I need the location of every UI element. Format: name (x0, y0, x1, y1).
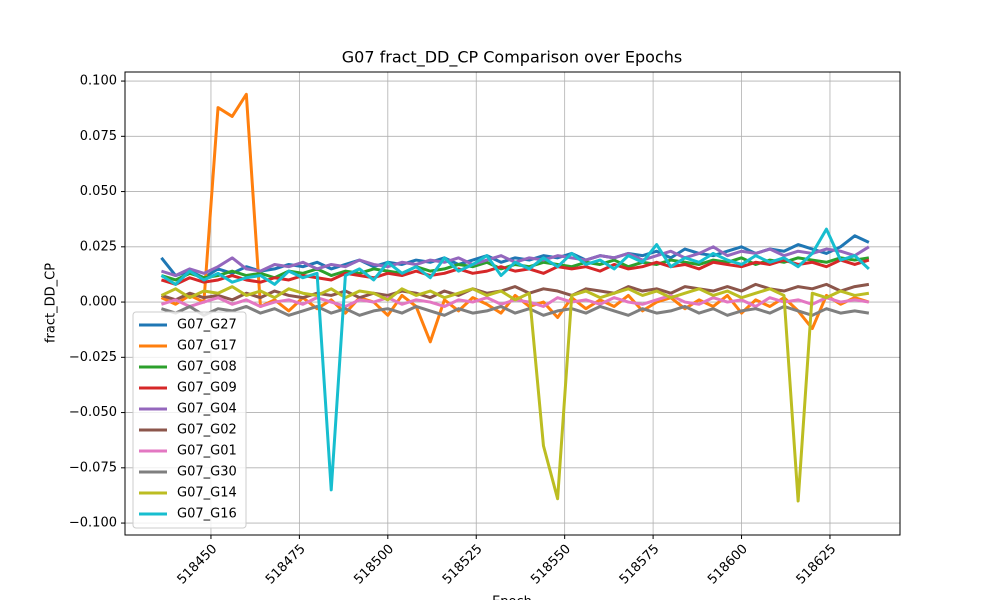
x-axis-label: Epoch (492, 595, 532, 600)
legend-label: G07_G17 (177, 339, 237, 354)
plot-lines (160, 92, 870, 503)
y-tick-label: −0.100 (69, 516, 117, 531)
legend-label: G07_G02 (177, 423, 237, 438)
legend-label: G07_G04 (177, 402, 237, 417)
chart-title: G07 fract_DD_CP Comparison over Epochs (342, 48, 682, 68)
y-tick-label: 0.075 (80, 129, 117, 144)
series-line (160, 227, 870, 492)
legend: G07_G27 G07_G17 G07_G08 G07_G09 G07_G04 G07_G… (132, 311, 247, 529)
legend-label: G07_G01 (177, 444, 237, 459)
y-axis-label: fract_DD_CP (44, 263, 59, 343)
y-tick-label: 0.000 (80, 295, 117, 310)
series-line (160, 282, 870, 302)
legend-label: G07_G09 (177, 381, 237, 396)
legend-label: G07_G16 (177, 507, 237, 522)
y-tick-label: −0.025 (69, 350, 117, 365)
y-tick-label: −0.050 (69, 405, 117, 420)
y-tick-label: −0.075 (69, 460, 117, 475)
series-line (160, 304, 870, 317)
y-tick-label: 0.025 (80, 239, 117, 254)
legend-label: G07_G14 (177, 486, 237, 501)
plot-frame (124, 71, 901, 536)
legend-label: G07_G27 (177, 318, 237, 333)
legend-label: G07_G30 (177, 465, 237, 480)
y-tick-label: 0.100 (80, 74, 117, 89)
legend-label: G07_G08 (177, 360, 237, 375)
series-line (160, 285, 870, 503)
y-tick-label: 0.050 (80, 184, 117, 199)
